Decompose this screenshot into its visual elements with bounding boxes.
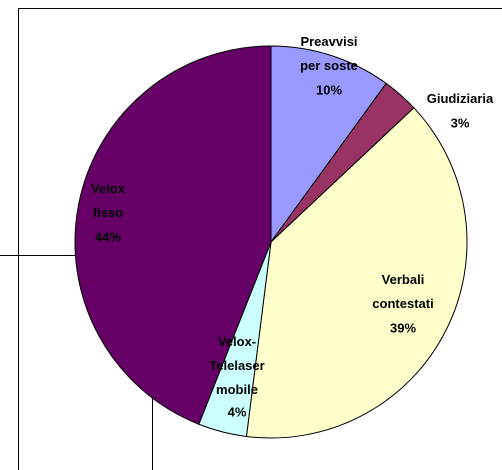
slice-label: Giudiziaria — [427, 91, 494, 106]
slice-label: Verbali contestati — [372, 272, 433, 311]
value-label: 10% — [316, 82, 342, 97]
value-label: 44% — [95, 229, 121, 244]
pie-slice — [245, 107, 468, 439]
plot-frame — [18, 8, 502, 470]
value-label: 3% — [451, 115, 470, 130]
pie-slice — [270, 45, 387, 244]
value-label: 4% — [228, 404, 247, 419]
slice-label: Velox-Telelaser mobile — [209, 334, 264, 397]
pie-slice — [74, 45, 272, 425]
value-label: 39% — [390, 320, 416, 335]
slice-label: Velox fisso — [91, 181, 126, 220]
slice-label: Preavvisi per soste — [300, 34, 358, 73]
